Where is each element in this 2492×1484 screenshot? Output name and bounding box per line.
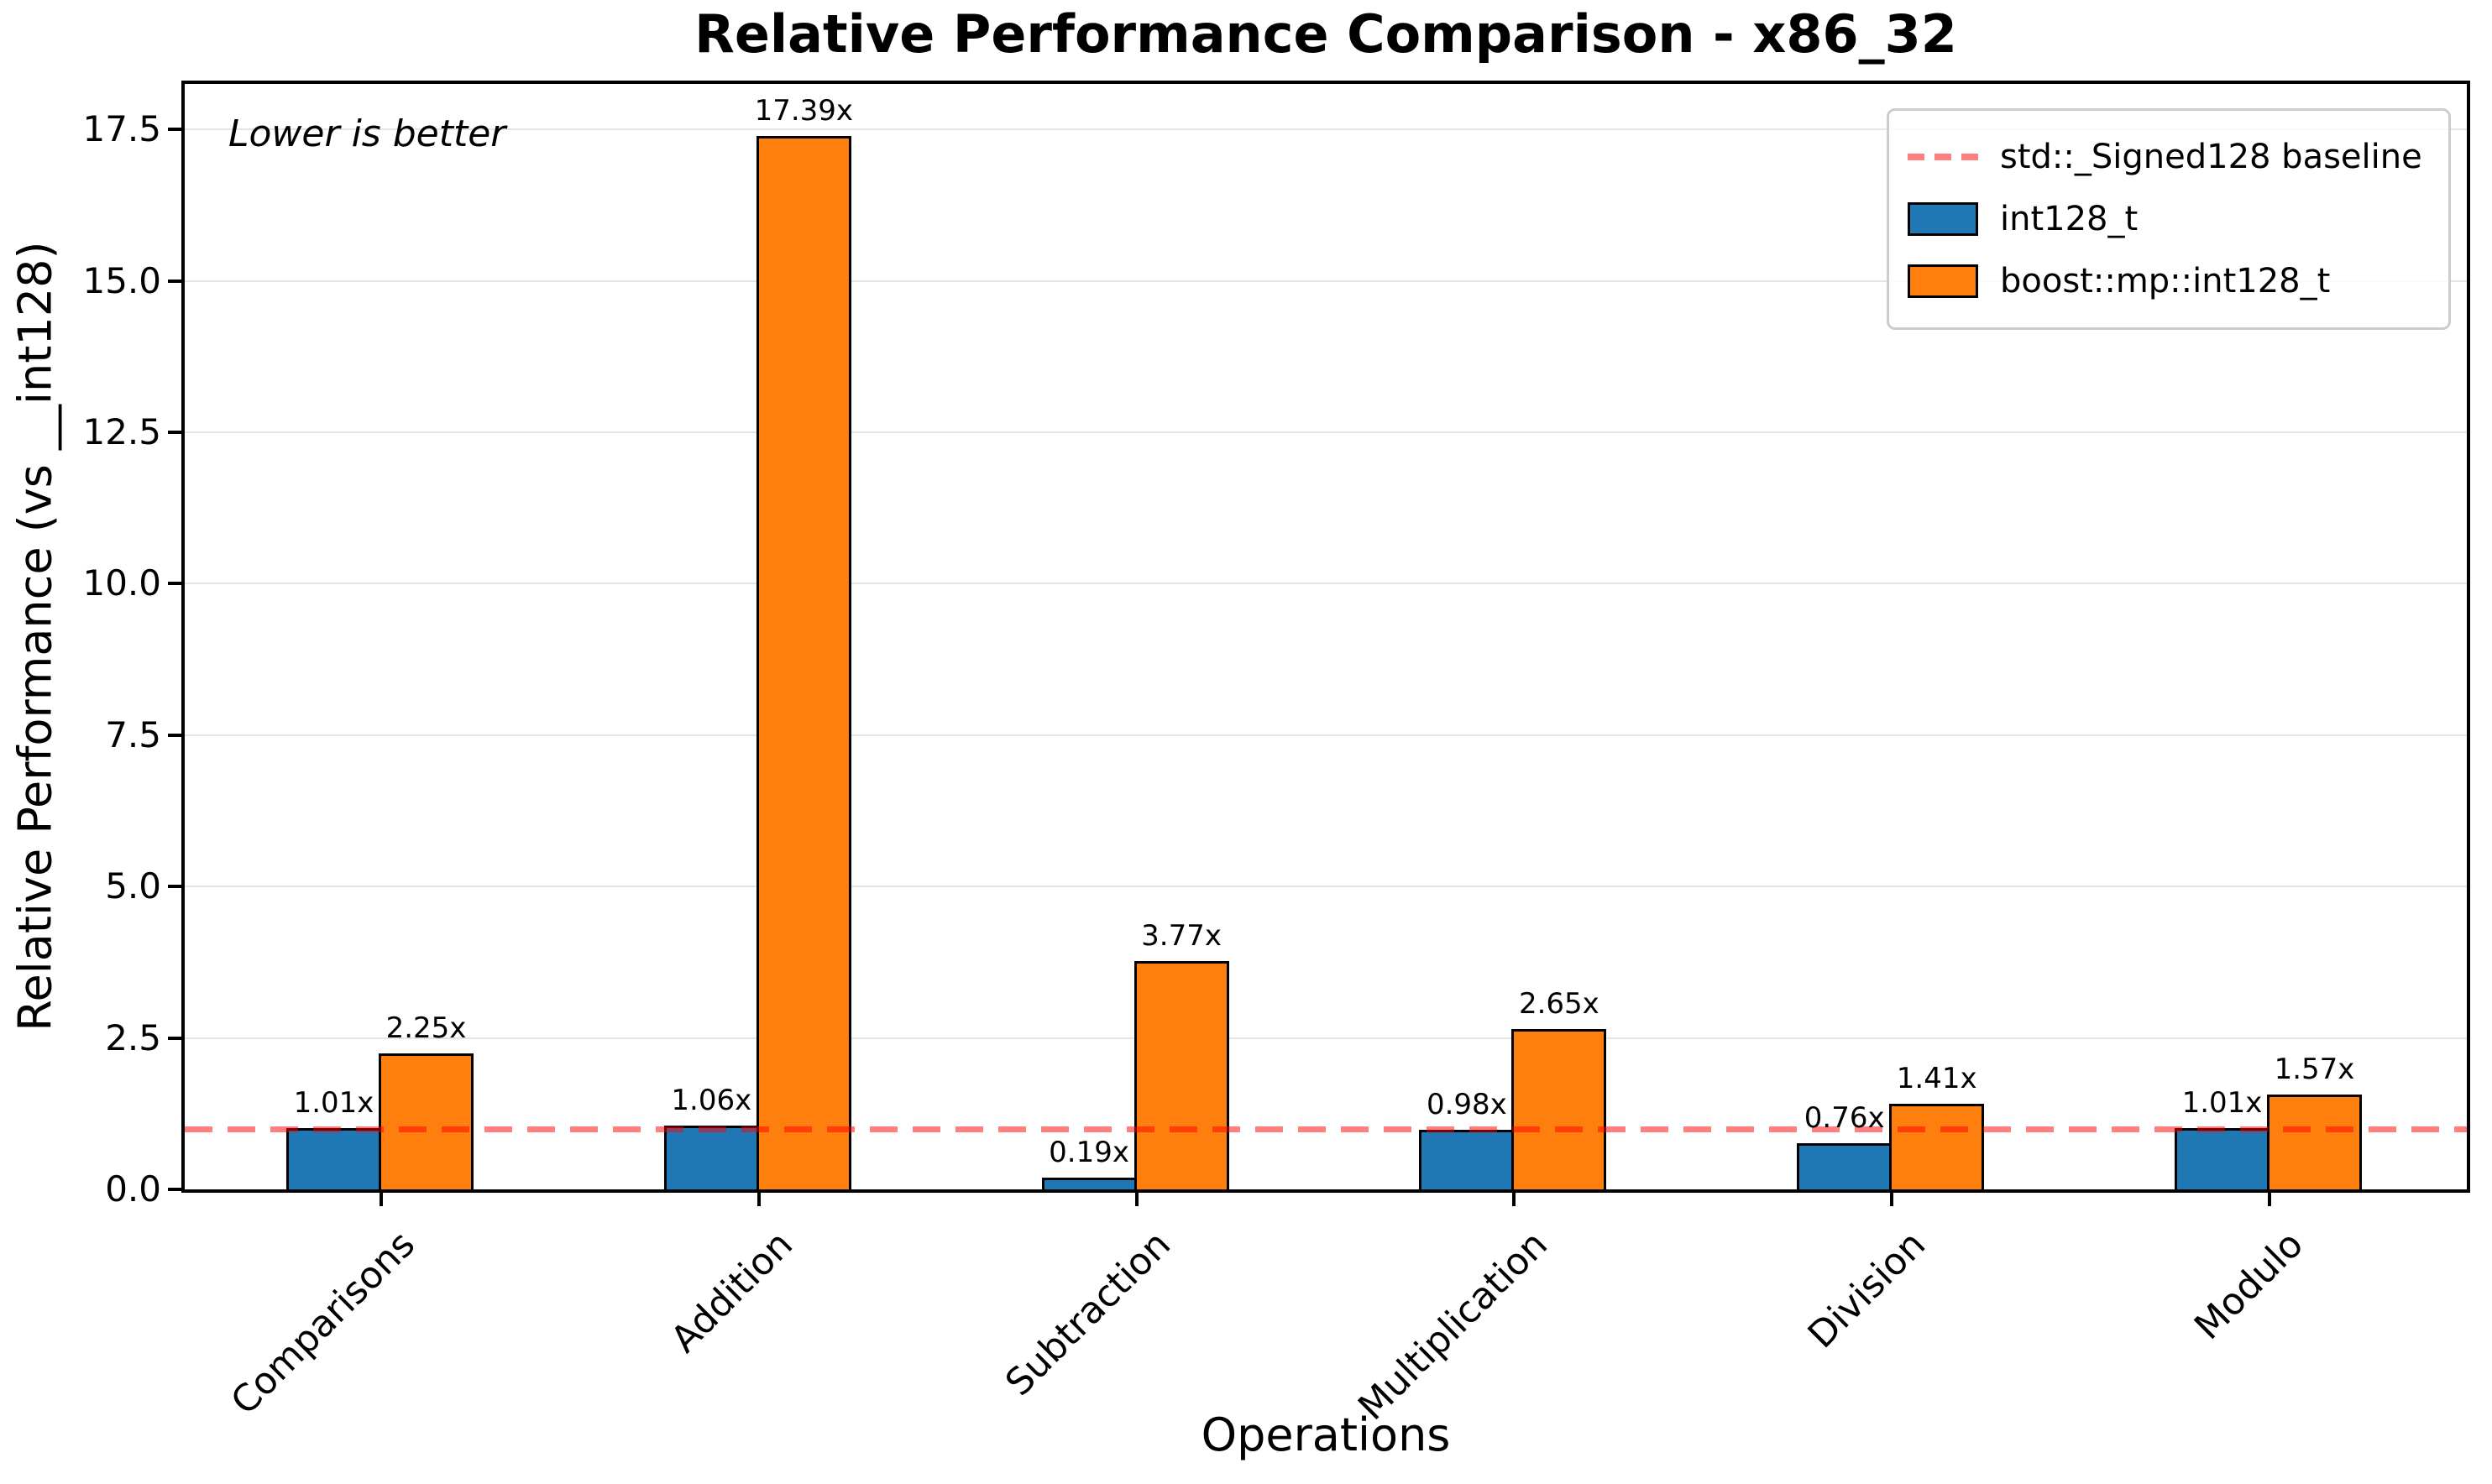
legend: std::_Signed128 baseline int128_t boost:… — [1887, 108, 2451, 330]
bar-boost-mp-int128-t-modulo — [2267, 1094, 2362, 1189]
bar-value-label: 1.01x — [293, 1086, 374, 1121]
x-tick-mark — [2268, 1193, 2271, 1206]
y-tick-label: 5.0 — [105, 865, 161, 907]
x-tick-mark — [1890, 1193, 1894, 1206]
bar-int128-t-addition — [663, 1125, 759, 1189]
y-tick-mark — [168, 430, 183, 434]
bar-int128-t-division — [1797, 1143, 1893, 1189]
bar-int128-t-modulo — [2175, 1128, 2270, 1189]
legend-dashed-line-swatch — [1908, 154, 1978, 160]
x-tick-mark — [756, 1193, 761, 1206]
bar-value-label: 1.06x — [671, 1083, 752, 1117]
legend-item-boost-mp-int128-t: boost::mp::int128_t — [1908, 250, 2440, 312]
gridline — [185, 1037, 2467, 1039]
legend-patch-swatch-int128-t — [1908, 202, 1978, 236]
bar-value-label: 3.77x — [1141, 918, 1222, 953]
plot-area: Lower is better std::_Signed128 baseline… — [181, 81, 2470, 1193]
bar-value-label: 0.76x — [1804, 1101, 1885, 1136]
x-tick-label: Multiplication — [1350, 1223, 1557, 1429]
x-axis-label: Operations — [1201, 1408, 1451, 1461]
x-tick-mark — [380, 1193, 383, 1206]
legend-label-int128-t: int128_t — [2000, 200, 2139, 238]
bar-boost-mp-int128-t-division — [1889, 1104, 1985, 1189]
y-tick-label: 17.5 — [82, 108, 161, 150]
y-tick-mark — [168, 1036, 183, 1040]
chart-title: Relative Performance Comparison - x86_32 — [694, 3, 1957, 65]
y-axis-label: Relative Performance (vs __int128) — [8, 241, 62, 1032]
gridline — [185, 886, 2467, 888]
bar-value-label: 0.98x — [1426, 1088, 1507, 1122]
bar-value-label: 1.01x — [2181, 1086, 2263, 1121]
bar-value-label: 1.57x — [2274, 1052, 2355, 1086]
y-tick-label: 10.0 — [82, 562, 161, 604]
y-tick-mark — [168, 279, 183, 283]
x-tick-mark — [1134, 1193, 1139, 1206]
legend-item-int128-t: int128_t — [1908, 188, 2440, 250]
bar-boost-mp-int128-t-comparisons — [379, 1053, 474, 1189]
gridline — [185, 734, 2467, 736]
y-tick-label: 15.0 — [82, 259, 161, 301]
y-tick-mark — [168, 733, 183, 737]
legend-patch-swatch-boost-mp-int128-t — [1908, 264, 1978, 298]
bar-value-label: 0.19x — [1049, 1136, 1130, 1170]
y-tick-mark — [168, 582, 183, 586]
bar-value-label: 2.25x — [385, 1011, 467, 1045]
bar-int128-t-comparisons — [286, 1128, 381, 1189]
bar-boost-mp-int128-t-subtraction — [1133, 960, 1229, 1189]
y-tick-label: 12.5 — [82, 410, 161, 452]
bar-int128-t-subtraction — [1041, 1178, 1137, 1189]
gridline — [185, 431, 2467, 433]
legend-label-baseline: std::_Signed128 baseline — [2000, 138, 2422, 176]
bar-int128-t-multiplication — [1419, 1130, 1515, 1189]
lower-is-better-annotation: Lower is better — [228, 112, 506, 155]
baseline-line — [185, 1126, 2467, 1132]
bar-boost-mp-int128-t-addition — [756, 136, 851, 1189]
x-tick-mark — [1512, 1193, 1516, 1206]
bar-boost-mp-int128-t-multiplication — [1511, 1028, 1607, 1189]
x-tick-label: Comparisons — [222, 1223, 424, 1424]
y-tick-label: 2.5 — [105, 1016, 161, 1058]
x-tick-label: Modulo — [2186, 1223, 2312, 1349]
y-tick-label: 7.5 — [105, 713, 161, 755]
y-tick-mark — [168, 128, 183, 132]
bar-value-label: 17.39x — [754, 94, 854, 128]
x-tick-label: Subtraction — [997, 1223, 1179, 1405]
legend-label-boost-mp-int128-t: boost::mp::int128_t — [2000, 262, 2331, 300]
bar-value-label: 1.41x — [1896, 1062, 1977, 1096]
gridline — [185, 280, 2467, 282]
x-tick-label: Division — [1799, 1223, 1934, 1357]
y-tick-mark — [168, 885, 183, 889]
bar-value-label: 2.65x — [1518, 986, 1599, 1021]
y-tick-label: 0.0 — [105, 1168, 161, 1210]
x-tick-label: Addition — [662, 1223, 801, 1361]
gridline — [185, 128, 2467, 131]
legend-item-baseline: std::_Signed128 baseline — [1908, 126, 2440, 188]
y-tick-mark — [168, 1188, 183, 1191]
gridline — [185, 583, 2467, 585]
